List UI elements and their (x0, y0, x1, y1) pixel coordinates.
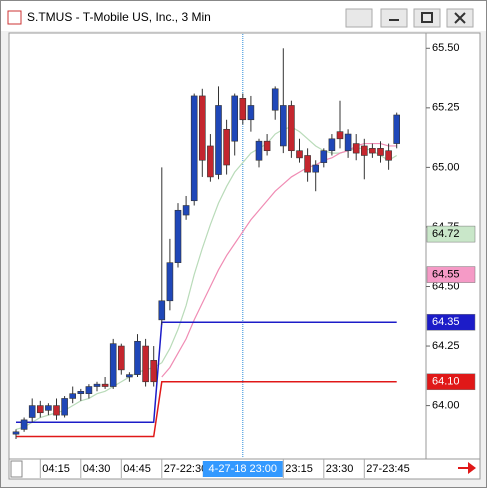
x-tick-label: 4-27-18 23:00 (209, 463, 278, 475)
price-marker-label: 64.35 (432, 316, 460, 328)
candle-body (61, 398, 68, 416)
candle-body (53, 405, 60, 416)
y-tick-label: 64.50 (432, 280, 460, 292)
candle-body (12, 431, 20, 435)
candle-body (182, 205, 190, 216)
candle-body (271, 88, 279, 111)
candle-body (279, 105, 287, 147)
corner-box[interactable] (10, 460, 23, 478)
x-tick-label: 23:30 (326, 463, 354, 475)
candle-body (247, 105, 255, 121)
candle-body (118, 345, 125, 371)
candle-body (20, 419, 28, 430)
candle-body (126, 374, 133, 378)
app-icon (7, 10, 22, 25)
candle-body (134, 340, 141, 375)
candle-body (77, 391, 85, 394)
candle-body (312, 164, 320, 173)
y-tick-label: 65.50 (432, 42, 460, 54)
line-series (16, 381, 397, 438)
x-tick-label: 27-23:45 (366, 463, 409, 475)
candle-body (207, 145, 214, 178)
candle-body (69, 393, 76, 399)
price-marker-label: 64.10 (432, 376, 460, 388)
candle-body (377, 148, 384, 156)
maximize-icon (421, 12, 433, 23)
y-tick-label: 64.25 (432, 340, 460, 352)
minimize-button[interactable] (380, 8, 408, 28)
candle-body (231, 95, 238, 142)
scroll-arrow[interactable] (458, 462, 476, 474)
price-marker (426, 225, 476, 243)
maximize-button[interactable] (413, 8, 441, 28)
link-button[interactable] (345, 8, 373, 28)
candle-body (393, 114, 401, 144)
candle-body (239, 98, 247, 121)
candle-body (142, 345, 149, 383)
close-icon (454, 12, 466, 24)
candle-body (288, 105, 295, 152)
price-marker-label: 64.72 (432, 228, 460, 240)
price-marker (426, 373, 476, 391)
candle-body (320, 150, 328, 163)
x-tick-label: 04:15 (42, 463, 70, 475)
candle-body (336, 131, 344, 140)
candle-body (263, 140, 271, 152)
candle-body (109, 343, 117, 387)
candle-body (199, 95, 206, 161)
price-axis (425, 32, 481, 460)
line-series (15, 126, 398, 430)
y-tick-label: 65.00 (432, 161, 460, 173)
candle-body (385, 150, 392, 161)
y-tick-label: 64.00 (432, 400, 460, 412)
candle-body (352, 143, 360, 154)
window-title: S.TMUS - T-Mobile US, Inc., 3 Min (27, 10, 211, 24)
price-marker-label: 64.55 (432, 268, 460, 280)
candle-body (36, 405, 44, 414)
candle-body (304, 155, 311, 173)
candle-body (150, 360, 157, 383)
y-tick-label: 65.25 (432, 102, 460, 114)
candle-body (166, 262, 174, 302)
x-tick-label: 04:45 (123, 463, 151, 475)
candle-body (158, 300, 166, 321)
candle-body (255, 140, 263, 161)
candle-body (174, 209, 182, 263)
candle-body (28, 405, 36, 418)
candle-body (85, 386, 93, 394)
candle-body (223, 128, 230, 166)
x-tick-label: 23:15 (285, 463, 313, 475)
x-tick-label: 27-22:30 (164, 463, 207, 475)
price-marker (426, 313, 476, 331)
candle-body (296, 150, 303, 159)
candle-body (93, 383, 101, 387)
candle-body (190, 95, 198, 202)
line-series (16, 321, 397, 424)
candle-body (101, 383, 109, 387)
x-tick-label: 04:30 (83, 463, 111, 475)
price-marker (426, 266, 476, 283)
plot-area (8, 32, 427, 460)
candle-body (360, 145, 368, 156)
candle-body (344, 133, 352, 152)
candle-body (215, 105, 222, 175)
candle-body (45, 405, 52, 411)
candle-body (369, 148, 376, 154)
candle-body (328, 138, 336, 152)
crosshair-label-box (202, 461, 283, 477)
